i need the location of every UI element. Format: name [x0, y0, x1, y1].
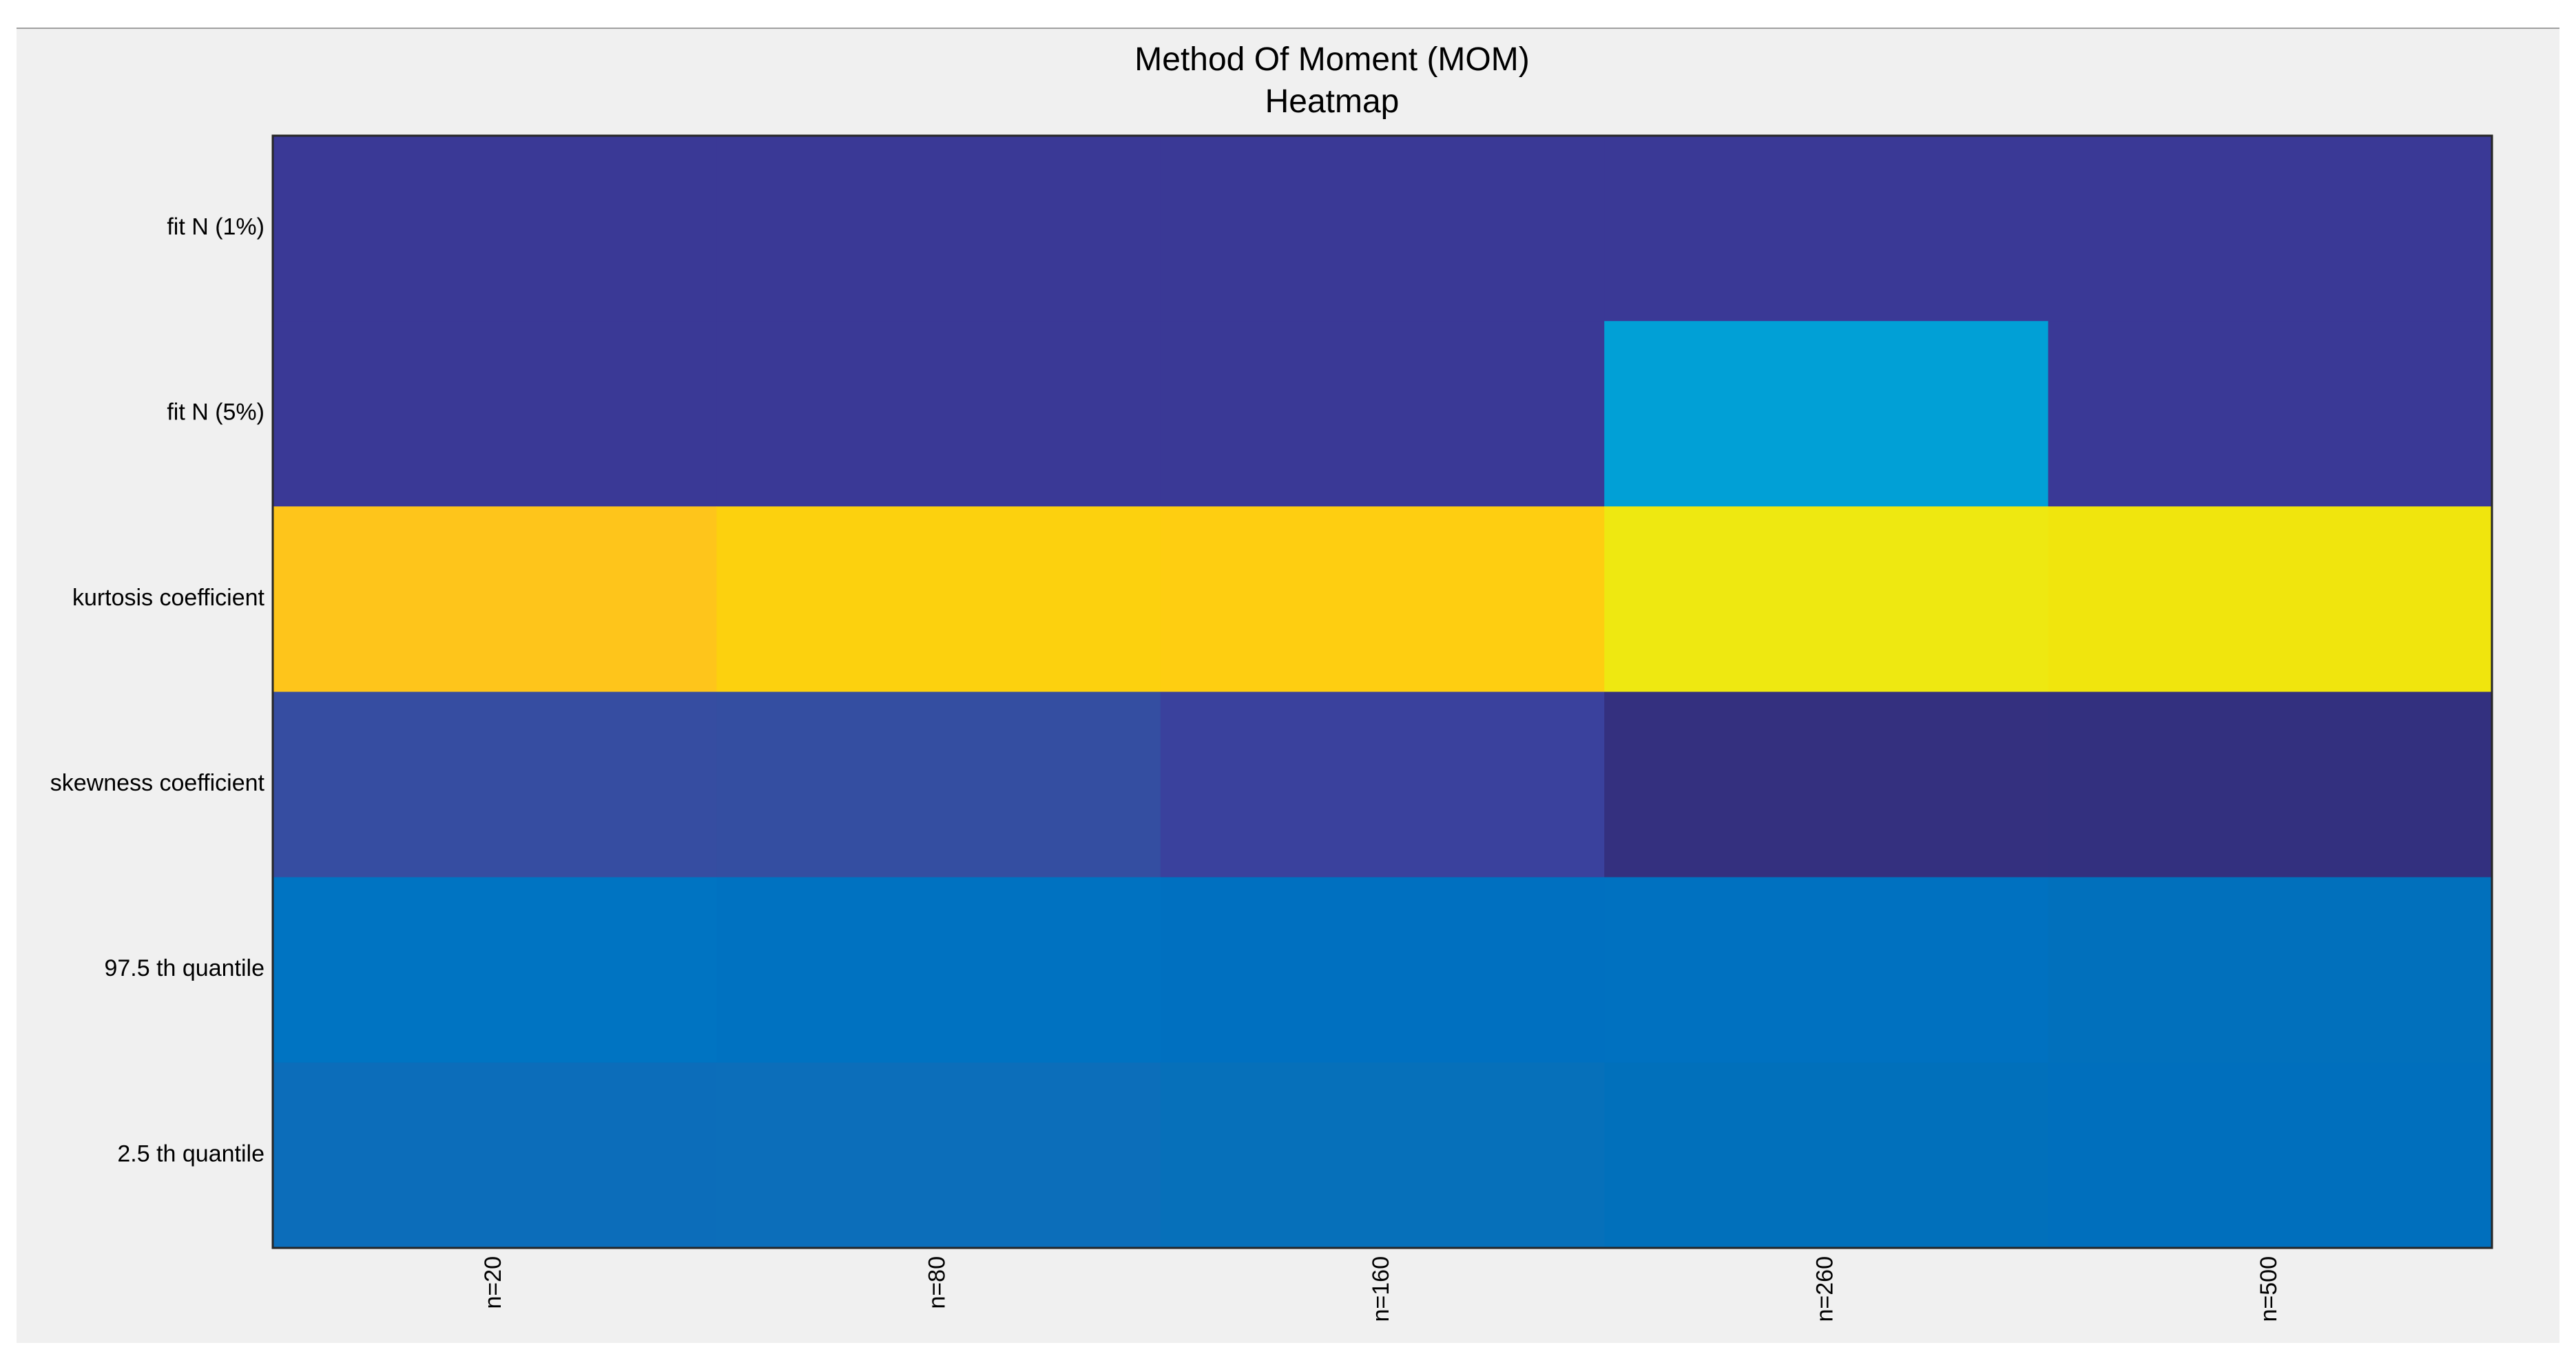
chart-title: Method Of Moment (MOM) [1134, 41, 1529, 78]
heatmap-cell [2048, 506, 2493, 693]
heatmap-cell [273, 321, 717, 507]
heatmap-cell [2048, 136, 2493, 322]
heatmap-cell [1604, 136, 2049, 322]
heatmap-cell [2048, 877, 2493, 1063]
heatmap-cell [2048, 1062, 2493, 1249]
heatmap-cell [1160, 877, 1605, 1063]
heatmap-cell [1160, 506, 1605, 693]
heatmap-cell [1160, 691, 1605, 878]
heatmap-cell [1160, 1062, 1605, 1249]
x-tick-label: n=20 [480, 1256, 506, 1309]
heatmap-cell [273, 877, 717, 1063]
y-axis-tick-labels: fit N (1%) fit N (5%) kurtosis coefficient… [50, 214, 265, 1167]
y-tick-label: fit N (1%) [167, 214, 264, 240]
heatmap-cell [1160, 136, 1605, 322]
heatmap-cell [716, 1062, 1161, 1249]
heatmap-cell [1604, 506, 2049, 693]
y-tick-label: skewness coefficient [50, 770, 265, 796]
y-tick-label: 97.5 th quantile [104, 955, 264, 981]
heatmap-cell [1604, 877, 2049, 1063]
figure-top-border [17, 28, 2559, 29]
x-tick-label: n=80 [924, 1256, 951, 1309]
heatmap-cell [273, 506, 717, 693]
heatmap-cell [273, 691, 717, 878]
heatmap-cell [716, 136, 1161, 322]
heatmap-cell [716, 877, 1161, 1063]
heatmap-cell [273, 1062, 717, 1249]
plot-area-border [271, 134, 2493, 1249]
heatmap-cell [1604, 1062, 2049, 1249]
chart-subtitle: Heatmap [1265, 83, 1400, 120]
x-tick-label: n=260 [1811, 1256, 1838, 1322]
x-tick-label: n=500 [2256, 1256, 2282, 1322]
y-tick-label: kurtosis coefficient [72, 585, 265, 611]
heatmap-cells [273, 136, 2493, 1249]
heatmap-cell [716, 321, 1161, 507]
y-tick-label: fit N (5%) [167, 399, 264, 426]
heatmap-cell [2048, 321, 2493, 507]
heatmap-cell [2048, 691, 2493, 878]
heatmap-cell [1160, 321, 1605, 507]
x-tick-label: n=160 [1368, 1256, 1394, 1322]
y-tick-label: 2.5 th quantile [117, 1140, 264, 1167]
heatmap-cell [716, 506, 1161, 693]
heatmap-cell [716, 691, 1161, 878]
heatmap-cell [1604, 691, 2049, 878]
heatmap-cell [1604, 321, 2049, 507]
heatmap-cell [273, 136, 717, 322]
x-axis-tick-labels: n=20 n=80 n=160 n=260 n=500 [480, 1256, 2282, 1322]
